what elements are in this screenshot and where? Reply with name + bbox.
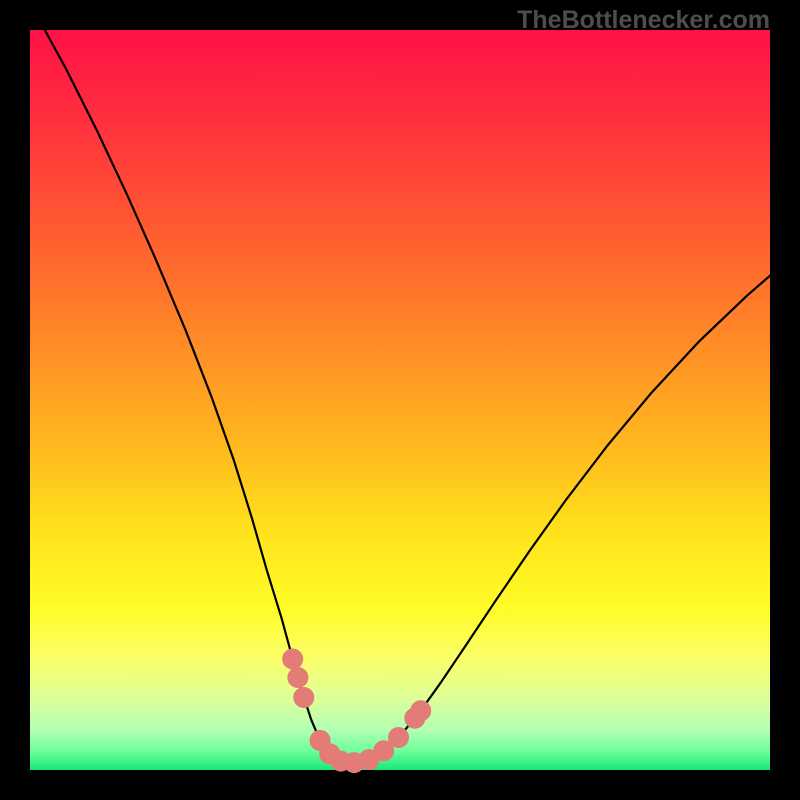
marker-group bbox=[283, 649, 431, 773]
curve-marker bbox=[294, 687, 314, 707]
curve-marker bbox=[283, 649, 303, 669]
curve-marker bbox=[288, 668, 308, 688]
curve-marker bbox=[411, 701, 431, 721]
chart-svg bbox=[0, 0, 800, 800]
bottleneck-curve bbox=[45, 30, 770, 763]
watermark-text: TheBottlenecker.com bbox=[517, 6, 770, 35]
curve-marker bbox=[389, 727, 409, 747]
chart-canvas: TheBottlenecker.com bbox=[0, 0, 800, 800]
